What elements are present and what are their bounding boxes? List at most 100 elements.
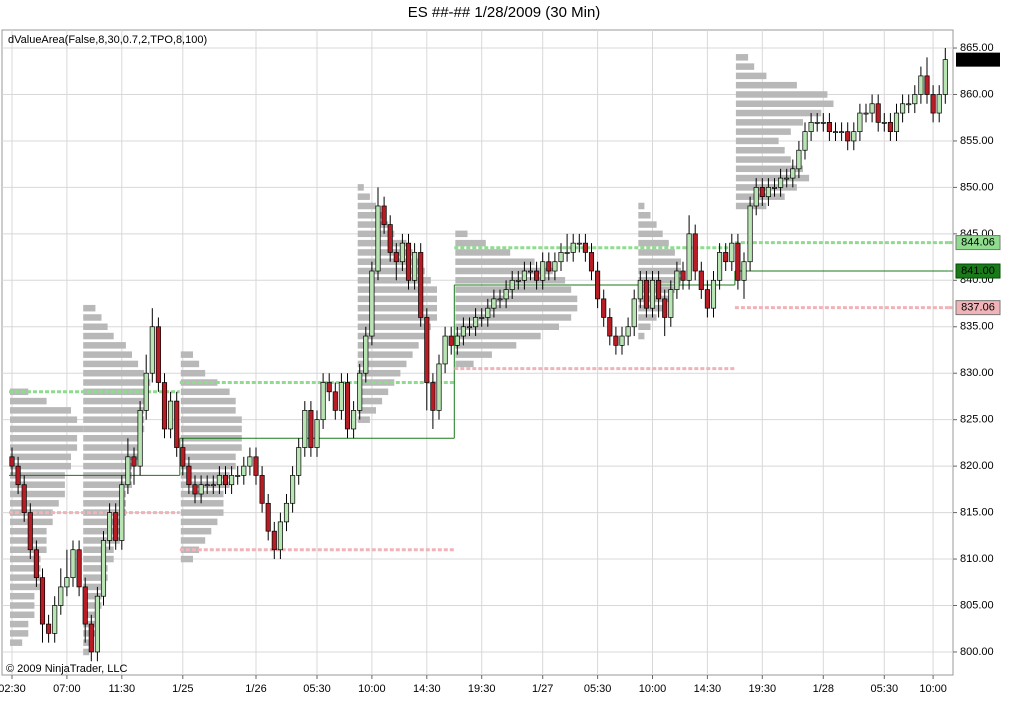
tpo-profile-bar [357, 267, 425, 275]
candle-body [186, 465, 192, 486]
tpo-profile-bar [180, 369, 206, 377]
candle-body [320, 382, 326, 421]
candle-body [308, 410, 314, 448]
tpo-profile-bar [83, 453, 139, 461]
candle-body [290, 475, 296, 504]
tpo-profile-bar [357, 416, 370, 423]
tpo-profile-bar [10, 481, 65, 488]
tpo-profile-bar [83, 490, 126, 498]
candle-body [704, 289, 710, 309]
tpo-profile-bar [180, 509, 224, 516]
tpo-profile-bar [10, 555, 41, 563]
tpo-profile-bar [10, 453, 71, 461]
tpo-profile-bar [83, 574, 108, 581]
tpo-profile-bar [357, 212, 383, 219]
candle-body [369, 270, 375, 337]
tpo-profile-bar [83, 602, 102, 609]
candle-body [82, 586, 88, 625]
candle-body [790, 168, 796, 179]
tpo-profile-bar [180, 462, 236, 470]
tpo-profile-bar [735, 156, 791, 163]
tpo-profile-bar [638, 258, 681, 265]
tpo-profile-bar [180, 518, 218, 526]
tpo-profile-bar [357, 249, 413, 256]
tpo-profile-bar [10, 574, 41, 581]
candle-body [613, 335, 619, 346]
tpo-profile-bar [357, 202, 376, 210]
tpo-profile-bar [180, 527, 212, 535]
candle-body [808, 122, 814, 132]
candle-body [546, 261, 552, 272]
candle-body [161, 382, 168, 430]
candle-body [125, 456, 131, 486]
tpo-profile-bar [638, 249, 675, 256]
candle-body [204, 484, 210, 487]
candle-body [271, 530, 277, 551]
tpo-profile-bar [180, 351, 193, 358]
candle-body [851, 131, 857, 142]
candle-body [155, 326, 161, 383]
tpo-profile-bar [638, 239, 669, 247]
candle-body [912, 94, 918, 105]
tpo-profile-bar [735, 174, 810, 182]
y-tick-label: 860.00 [960, 88, 994, 100]
tpo-profile-bar [638, 212, 651, 219]
candle-body [412, 252, 418, 281]
tpo-profile-bar [10, 639, 23, 646]
candle-body [424, 317, 430, 383]
candle-body [576, 242, 582, 245]
x-tick-label: 14:30 [694, 683, 722, 695]
x-tick-label: 10:00 [639, 683, 667, 695]
plot-frame [1, 29, 954, 676]
candle-body [692, 233, 698, 272]
candle-body [180, 447, 186, 467]
tpo-profile-bar [735, 91, 828, 98]
tpo-profile-bar [357, 407, 376, 414]
candle-body [168, 400, 174, 430]
candle-body [399, 242, 405, 263]
y-tick-label: 835.00 [960, 321, 994, 333]
tpo-profile-bar [10, 565, 41, 572]
candle-body [735, 242, 741, 281]
candle-body [832, 131, 839, 133]
candle-body [668, 289, 674, 318]
val-label: 837.06 [961, 302, 995, 314]
candle-body [247, 456, 253, 467]
candle-body [326, 382, 332, 393]
tpo-profile-bar [83, 379, 151, 386]
tpo-profile-bar [357, 239, 407, 247]
candle-body [588, 252, 595, 272]
candle-body [137, 410, 143, 467]
candle-body [607, 317, 613, 337]
tpo-profile-bar [357, 314, 437, 321]
candle-body [741, 261, 747, 281]
tpo-profile-bar [735, 100, 834, 108]
candle-body [241, 465, 247, 476]
candle-body [58, 586, 64, 606]
candle-body [643, 279, 649, 309]
candle-body [778, 177, 784, 188]
candle-body [887, 122, 893, 132]
tpo-profile-bar [735, 146, 785, 154]
candle-body [442, 335, 448, 365]
candle-body [686, 233, 692, 281]
tpo-profile-bar [357, 342, 419, 349]
tpo-profile-bar [10, 444, 78, 451]
candle-body [893, 112, 900, 132]
tpo-profile-bar [83, 360, 139, 368]
tpo-profile-bar [10, 407, 71, 414]
candle-body [131, 456, 137, 467]
candle-body [235, 475, 241, 477]
candle-body [515, 279, 521, 282]
candle-body [930, 94, 936, 114]
tpo-profile-bar [357, 286, 437, 293]
tpo-profile-bar [357, 193, 370, 200]
candle-body [509, 279, 515, 290]
candle-body [570, 242, 576, 253]
tpo-profile-bar [83, 397, 145, 405]
tpo-profile-bar [83, 555, 114, 563]
candle-body [491, 298, 497, 309]
y-tick-label: 850.00 [960, 181, 994, 193]
tpo-profile-bar [638, 314, 657, 321]
y-tick-label: 855.00 [960, 135, 994, 147]
